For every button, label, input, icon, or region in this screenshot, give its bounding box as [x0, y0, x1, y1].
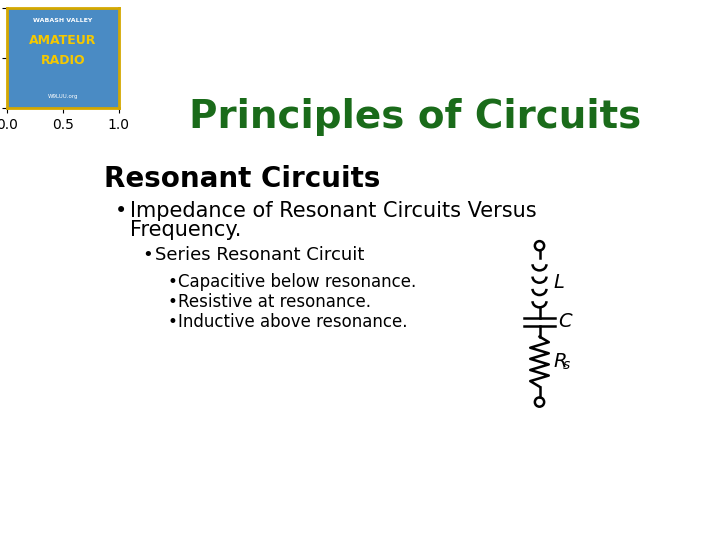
- Text: Frequency.: Frequency.: [130, 220, 242, 240]
- Text: Series Resonant Circuit: Series Resonant Circuit: [155, 246, 364, 264]
- Text: W9LUU.org: W9LUU.org: [48, 93, 78, 98]
- Text: Inductive above resonance.: Inductive above resonance.: [179, 313, 408, 331]
- Text: RADIO: RADIO: [41, 53, 85, 66]
- Text: •: •: [114, 201, 127, 221]
- Text: AMATEUR: AMATEUR: [30, 33, 96, 46]
- Text: •: •: [168, 273, 177, 291]
- Text: Resonant Circuits: Resonant Circuits: [104, 165, 380, 193]
- Text: L: L: [554, 273, 564, 292]
- Text: •: •: [168, 313, 177, 331]
- Text: Resistive at resonance.: Resistive at resonance.: [179, 293, 372, 311]
- Text: R: R: [554, 352, 567, 371]
- Text: Principles of Circuits: Principles of Circuits: [189, 98, 642, 136]
- Text: Impedance of Resonant Circuits Versus: Impedance of Resonant Circuits Versus: [130, 201, 537, 221]
- Text: C: C: [558, 313, 572, 332]
- Text: Capacitive below resonance.: Capacitive below resonance.: [179, 273, 417, 291]
- Text: •: •: [143, 246, 153, 264]
- Text: s: s: [563, 359, 570, 373]
- Text: •: •: [168, 293, 177, 311]
- Text: WABASH VALLEY: WABASH VALLEY: [33, 18, 93, 23]
